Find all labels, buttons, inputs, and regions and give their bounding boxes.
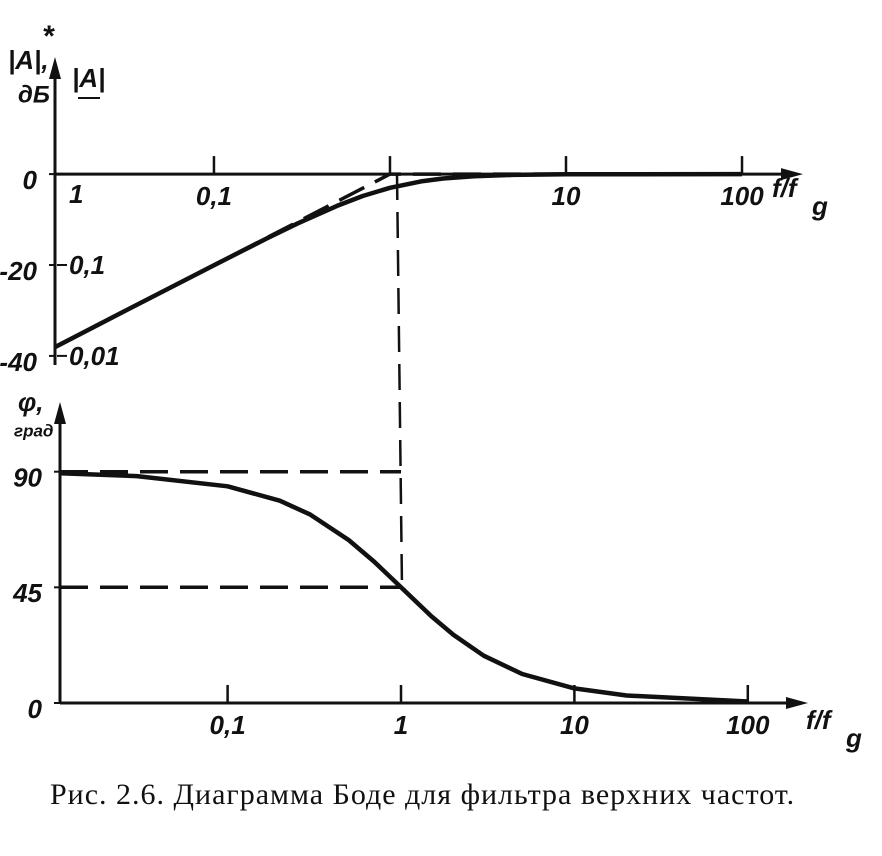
- y-tick-label: -40: [0, 347, 38, 377]
- x-axis-arrow: [781, 168, 803, 181]
- annotation: *: [42, 20, 55, 53]
- y-axis-unit: град: [14, 421, 53, 440]
- y-tick-label: 0: [23, 165, 38, 195]
- y2-tick-label: 0,01: [69, 341, 120, 371]
- bode-diagram: 0,1 10 1000-20-4010,10,01|A|,дБ|A|*f/fg0,1…: [0, 20, 862, 753]
- x-axis-label-sub: g: [811, 191, 828, 221]
- crossover-guide: [395, 173, 404, 589]
- x-tick-label: 1: [394, 710, 408, 740]
- y2-tick-label: 0,1: [69, 250, 105, 280]
- x-axis-label: f/f: [806, 705, 833, 735]
- y-tick-label: 0: [28, 694, 43, 724]
- asymptote-line: [54, 172, 742, 349]
- x-tick-label: 100: [726, 710, 770, 740]
- y2-axis-label: |A|: [72, 63, 105, 93]
- y-axis-unit: дБ: [18, 81, 50, 108]
- x-tick-label: 100: [720, 181, 764, 211]
- y2-tick-label: 1: [69, 179, 83, 209]
- x-tick-label: 0,1: [196, 181, 232, 211]
- caption: Рис. 2.6. Диаграмма Боде для фильтра вер…: [50, 778, 796, 811]
- y-axis-label: φ,: [18, 387, 44, 417]
- x-axis-label-sub: g: [845, 723, 862, 753]
- x-axis-label: f/f: [772, 173, 799, 203]
- y-axis-label: |A|,: [8, 45, 49, 75]
- x-tick-label: 10: [560, 710, 589, 740]
- y-tick-label: -20: [0, 256, 38, 286]
- y-tick-label: 45: [12, 578, 42, 608]
- x-axis-arrow: [786, 697, 808, 709]
- y-axis-arrow: [54, 402, 66, 424]
- y-axis-arrow: [49, 57, 61, 79]
- y-tick-label: 90: [13, 463, 42, 493]
- x-tick-label: 0,1: [210, 710, 246, 740]
- x-tick-label: 10: [552, 181, 581, 211]
